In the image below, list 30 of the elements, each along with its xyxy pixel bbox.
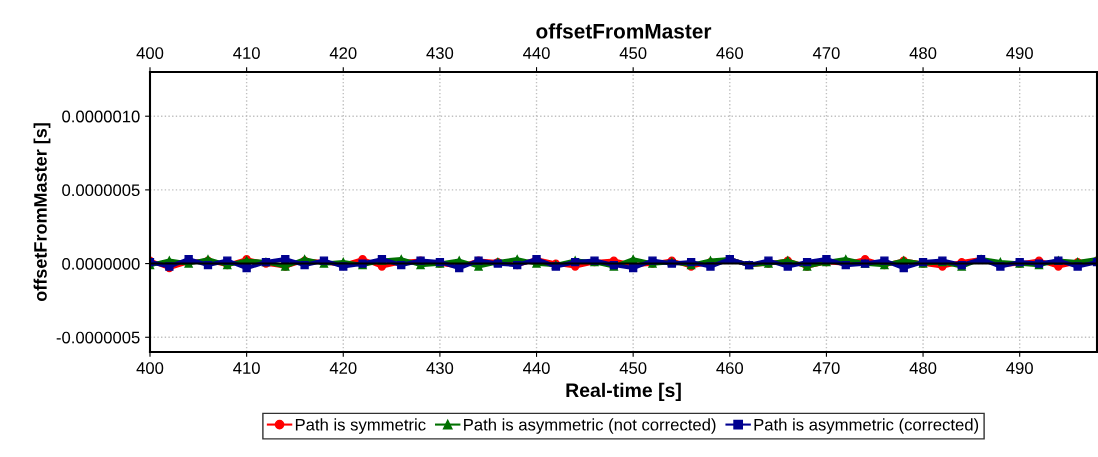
x2-tick-label: 440: [523, 47, 550, 59]
y-tick-label: 0.0000000: [62, 257, 140, 270]
x2-tick-label: 410: [233, 47, 260, 59]
chart-title: offsetFromMaster: [536, 23, 712, 39]
x-tick-label: 430: [426, 362, 454, 374]
x2-tick-label: 420: [329, 47, 357, 59]
x2-tick-label: 480: [909, 47, 937, 59]
x2-tick-label: 470: [812, 47, 840, 59]
y-tick-label: 0.0000005: [62, 184, 140, 197]
x2-tick-label: 490: [1006, 47, 1033, 59]
x2-tick-label: 450: [619, 47, 647, 59]
legend-label: Path is symmetric: [295, 418, 426, 434]
y-axis-title: offsetFromMaster [s]: [33, 123, 51, 302]
x-tick-label: 400: [136, 362, 164, 374]
x2-tick-label: 460: [716, 47, 744, 59]
x-tick-label: 490: [1006, 362, 1033, 374]
y-tick-label: 0.0000010: [62, 110, 140, 123]
x-tick-label: 460: [716, 362, 744, 374]
x-tick-label: 480: [909, 362, 937, 374]
x-axis-title: Real-time [s]: [566, 382, 681, 401]
x2-tick-label: 400: [136, 47, 164, 59]
x-tick-label: 470: [812, 362, 840, 374]
x-tick-label: 440: [523, 362, 550, 374]
legend-label: Path is asymmetric (not corrected): [464, 418, 716, 434]
legend-label: Path is asymmetric (corrected): [754, 418, 979, 434]
x-tick-label: 420: [329, 362, 357, 374]
y-tick-label: -0.0000005: [56, 331, 140, 344]
x-tick-label: 450: [619, 362, 647, 374]
x-tick-label: 410: [233, 362, 260, 374]
x2-tick-label: 430: [426, 47, 454, 59]
